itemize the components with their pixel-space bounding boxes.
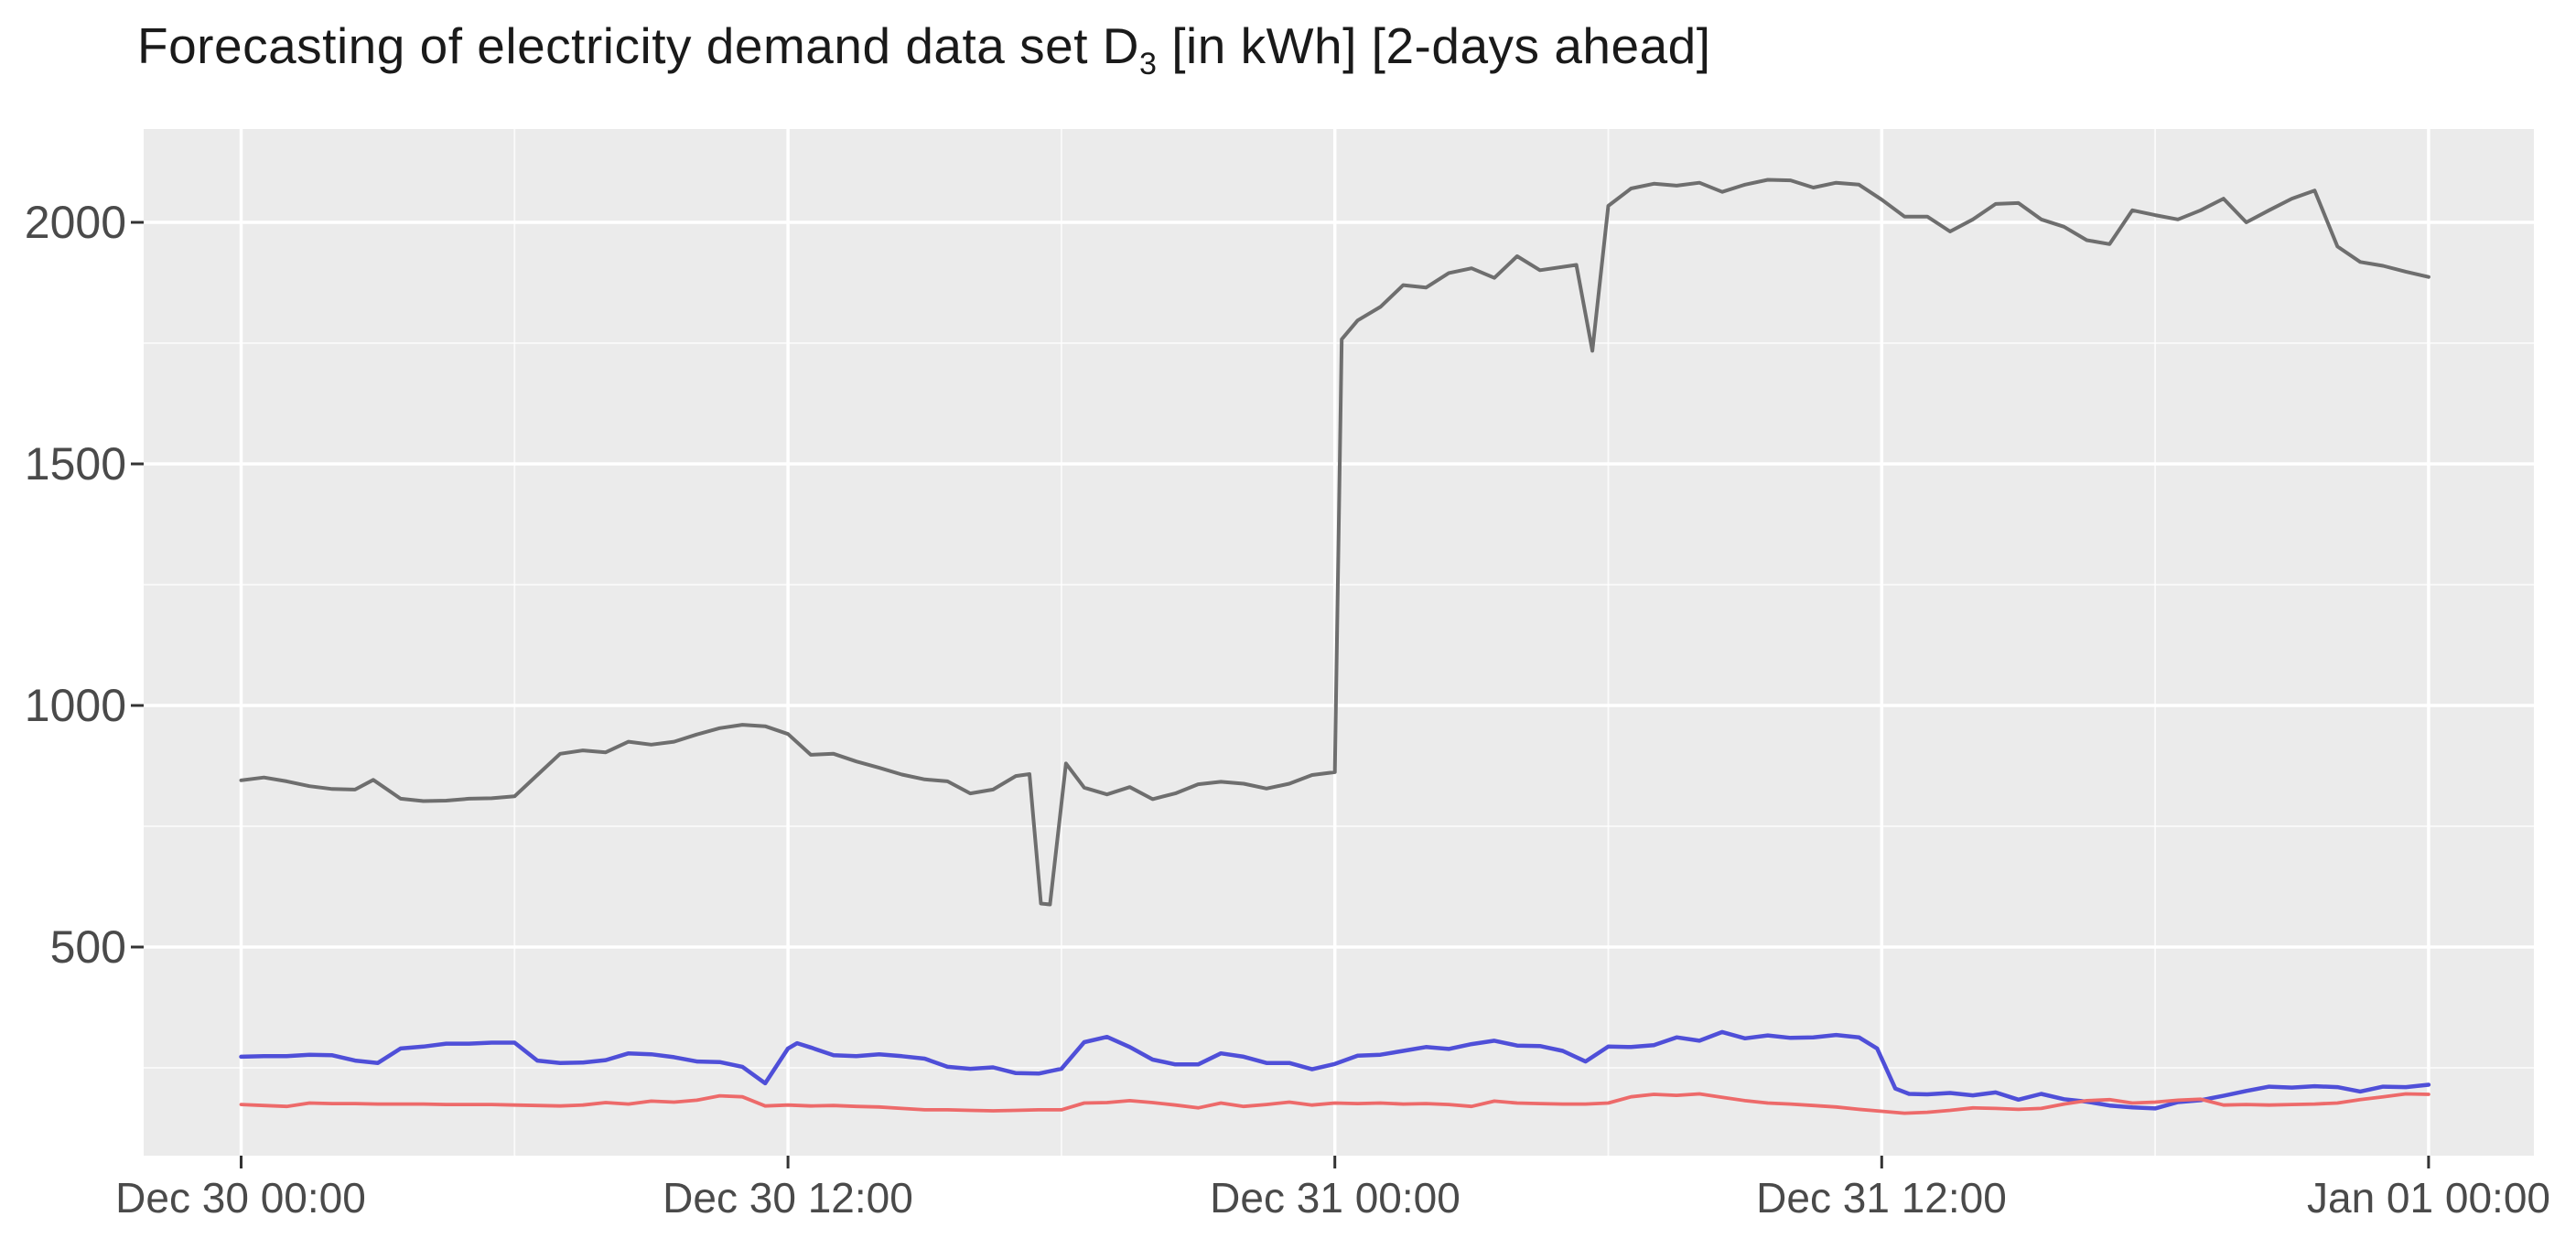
series-red-line: [239, 1092, 2430, 1115]
x-tick-label: Dec 31 00:00: [1210, 1174, 1460, 1222]
plot-panel: [144, 129, 2534, 1156]
x-tick-label: Dec 30 12:00: [663, 1174, 913, 1222]
y-tick-label: 1000: [24, 680, 126, 731]
chart-title-suffix: [in kWh] [2-days ahead]: [1157, 17, 1711, 74]
y-tick-label: 1500: [24, 438, 126, 490]
series-blue-line: [239, 1029, 2431, 1111]
series-demand-gray-line: [239, 178, 2430, 907]
chart-title-subscript: 3: [1139, 47, 1158, 81]
x-tick-label: Dec 31 12:00: [1756, 1174, 2007, 1222]
x-tick-label: Dec 30 00:00: [115, 1174, 366, 1222]
chart-title: Forecasting of electricity demand data s…: [137, 16, 1711, 81]
x-tick-label: Jan 01 00:00: [2306, 1174, 2550, 1222]
chart-title-prefix: Forecasting of electricity demand data s…: [137, 17, 1140, 74]
y-tick-label: 500: [49, 921, 126, 973]
y-tick-label: 2000: [24, 197, 126, 248]
